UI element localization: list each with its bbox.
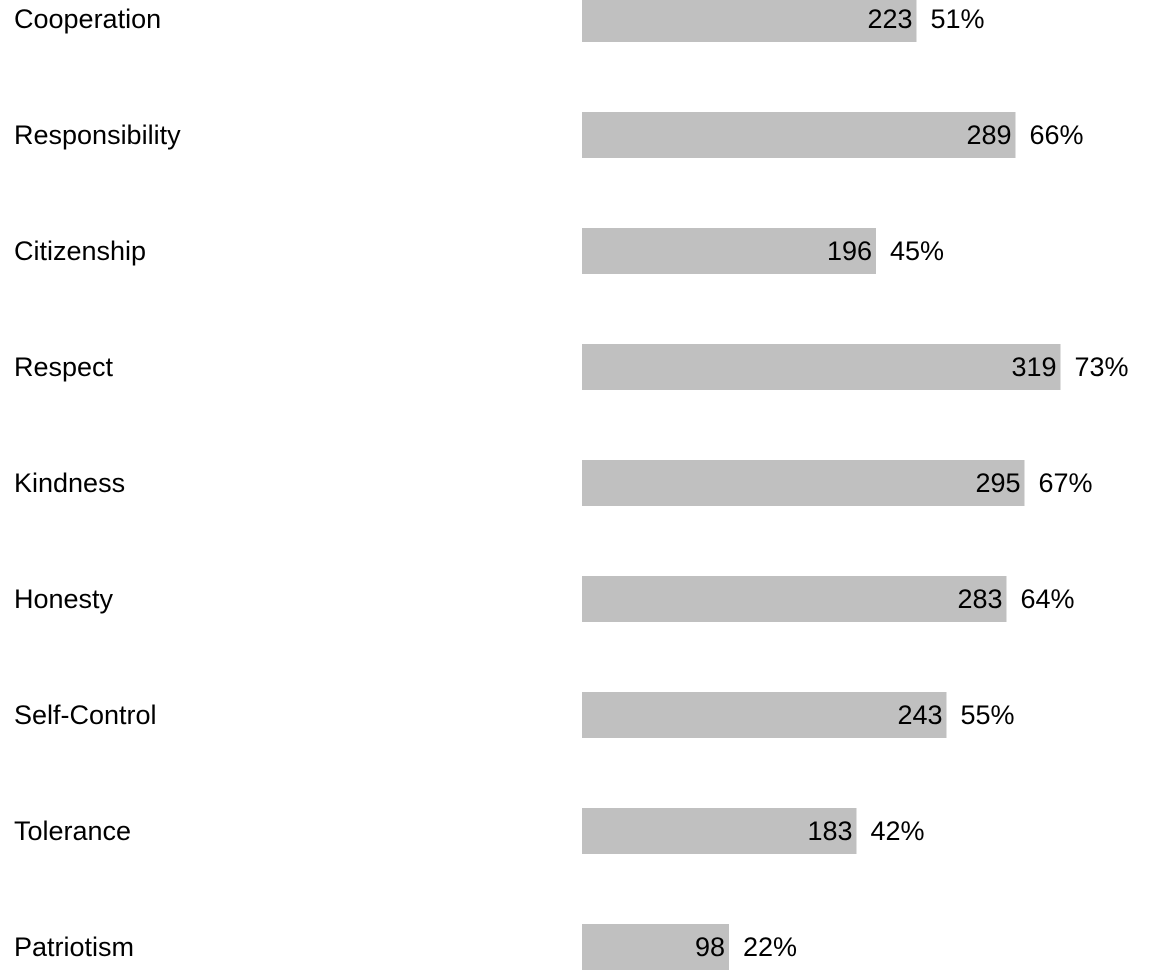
- bar-percent-label: 51%: [931, 4, 985, 34]
- bar: [582, 924, 729, 970]
- bar-value-label: 223: [867, 4, 912, 34]
- category-label: Citizenship: [14, 236, 146, 266]
- bar-percent-label: 55%: [961, 700, 1015, 730]
- bar-percent-label: 67%: [1039, 468, 1093, 498]
- bar-row: Kindness 295 67%: [14, 460, 1093, 506]
- bar-value-label: 295: [975, 468, 1020, 498]
- bar-value-label: 289: [966, 120, 1011, 150]
- category-label: Self-Control: [14, 700, 157, 730]
- bar-percent-label: 42%: [871, 816, 925, 846]
- bar-row: Responsibility 289 66%: [14, 112, 1084, 158]
- bar-row: Tolerance 183 42%: [14, 808, 925, 854]
- bar: [582, 344, 1061, 390]
- bar-row: Honesty 283 64%: [14, 576, 1075, 622]
- bar: [582, 692, 947, 738]
- bar-row: Cooperation 223 51%: [14, 0, 985, 42]
- bar-percent-label: 45%: [890, 236, 944, 266]
- bar-row: Self-Control 243 55%: [14, 692, 1015, 738]
- bar-value-label: 98: [695, 932, 725, 962]
- category-label: Cooperation: [14, 4, 161, 34]
- bar-percent-label: 64%: [1021, 584, 1075, 614]
- category-label: Kindness: [14, 468, 125, 498]
- bar-row: Respect 319 73%: [14, 344, 1129, 390]
- bar: [582, 112, 1016, 158]
- bar-row: Citizenship 196 45%: [14, 228, 944, 274]
- bar-percent-label: 66%: [1030, 120, 1084, 150]
- bar-value-label: 183: [807, 816, 852, 846]
- bar: [582, 808, 857, 854]
- bar-value-label: 319: [1011, 352, 1056, 382]
- category-label: Respect: [14, 352, 114, 382]
- category-label: Responsibility: [14, 120, 181, 150]
- category-label: Honesty: [14, 584, 114, 614]
- category-label: Tolerance: [14, 816, 131, 846]
- bar-value-label: 243: [897, 700, 942, 730]
- category-label: Patriotism: [14, 932, 134, 962]
- bar: [582, 228, 876, 274]
- bar-percent-label: 22%: [743, 932, 797, 962]
- bar: [582, 0, 917, 42]
- bar-value-label: 196: [827, 236, 872, 266]
- bar-value-label: 283: [957, 584, 1002, 614]
- bar-percent-label: 73%: [1075, 352, 1129, 382]
- bar: [582, 576, 1007, 622]
- bar: [582, 460, 1025, 506]
- bar-row: Patriotism 98 22%: [14, 924, 797, 970]
